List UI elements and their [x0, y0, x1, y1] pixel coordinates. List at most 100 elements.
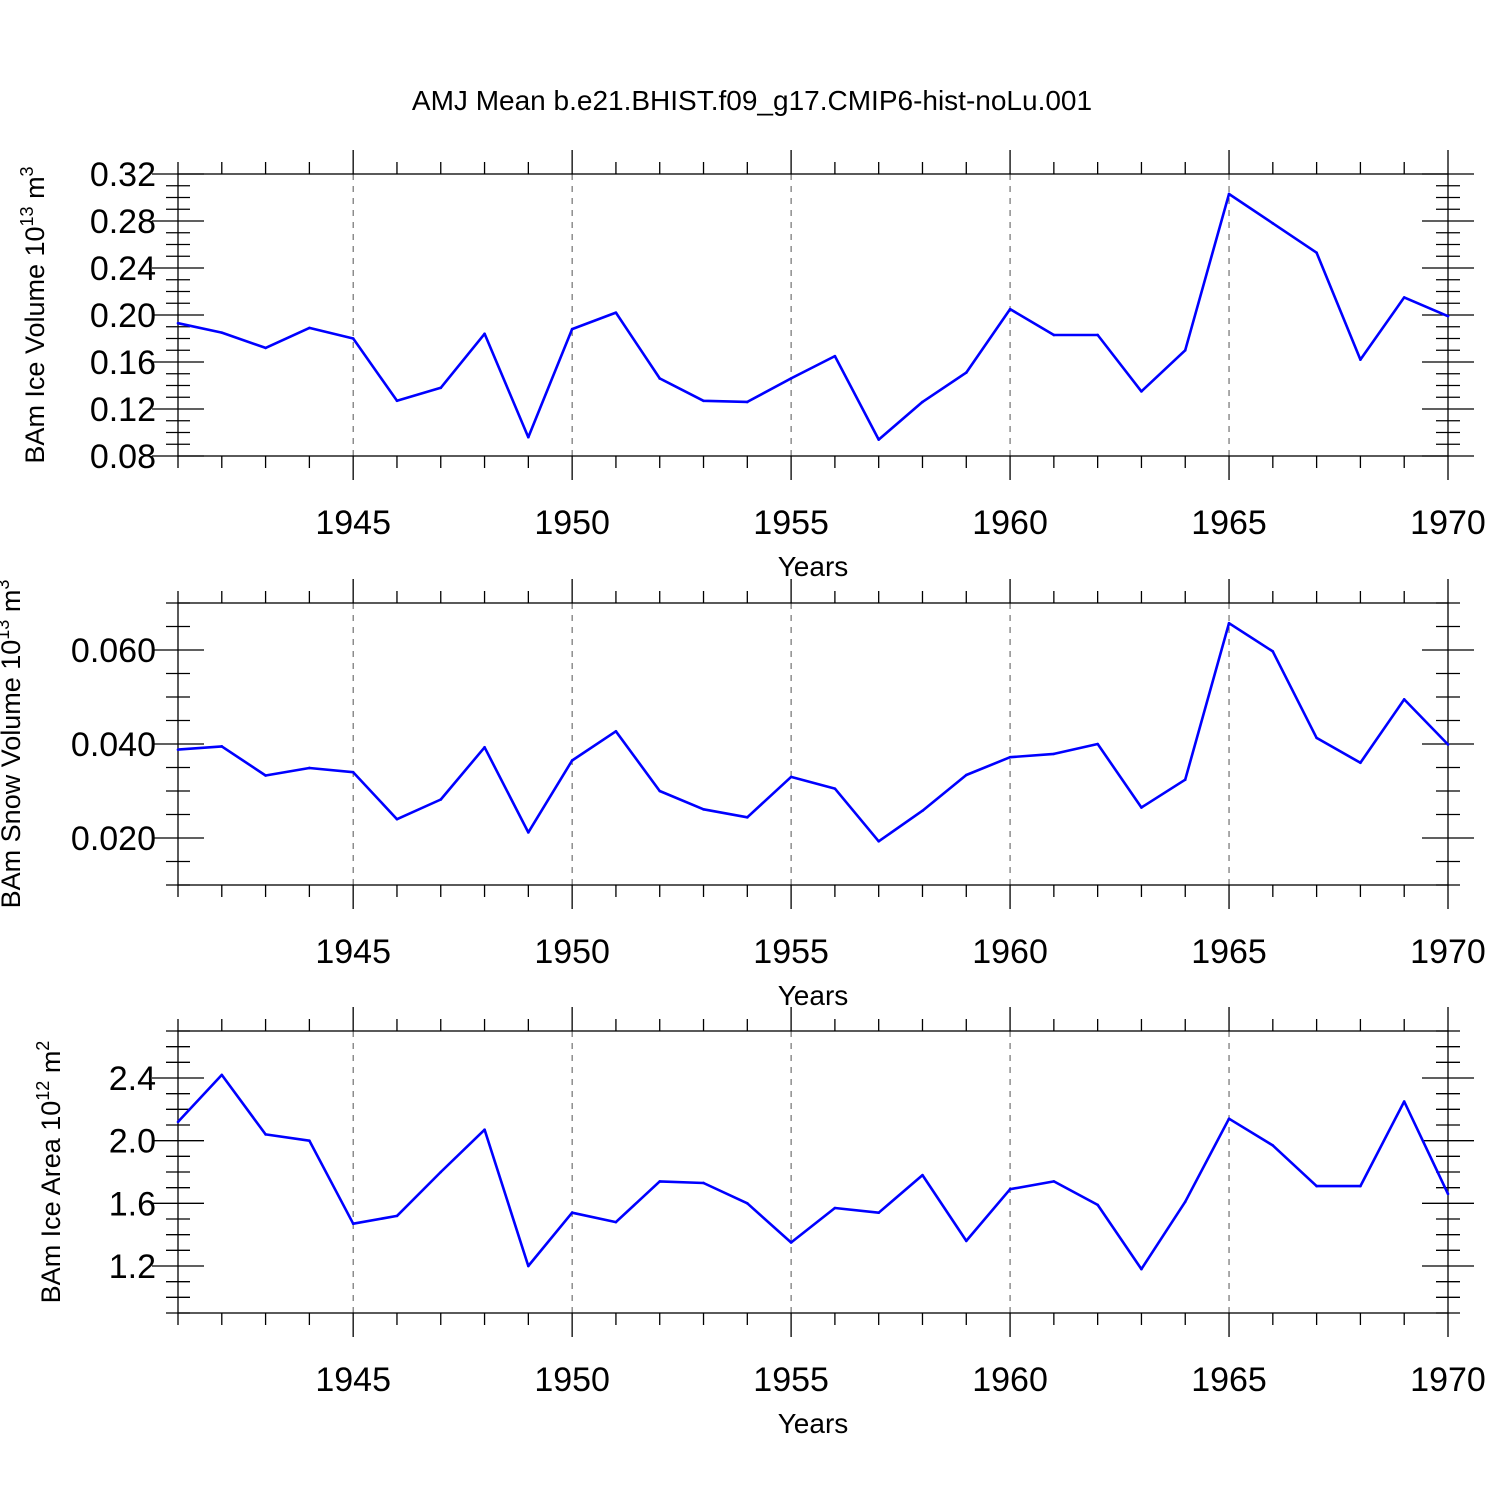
data-point: [527, 435, 530, 439]
data-point: [789, 377, 793, 380]
x-axis-label: Years: [778, 980, 849, 1011]
data-point: [921, 809, 924, 813]
data-point: [264, 1133, 267, 1136]
y-axis-label: BAm Ice Volume 1013 m3: [17, 166, 50, 463]
x-tick-label: 1970: [1410, 504, 1486, 542]
data-point: [789, 1241, 793, 1244]
y-tick-label: 0.28: [90, 203, 156, 241]
y-tick-label: 0.08: [90, 438, 156, 476]
data-point: [176, 321, 180, 325]
y-tick-label: 0.060: [71, 632, 156, 670]
data-point: [1227, 621, 1231, 625]
y-axis-label-exponent: 12: [33, 1081, 53, 1101]
y-axis-label-main: BAm Ice Area 10: [36, 1101, 66, 1304]
data-point: [1008, 1187, 1012, 1191]
data-point: [1096, 742, 1099, 746]
y-axis-label-exponent: 13: [0, 620, 13, 640]
data-point: [614, 730, 618, 733]
data-point: [877, 1211, 880, 1215]
data-point: [658, 377, 662, 380]
data-point: [176, 748, 180, 751]
x-tick-label: 1970: [1410, 933, 1486, 971]
data-point: [570, 327, 574, 331]
data-point: [1271, 650, 1275, 653]
data-point: [308, 766, 311, 770]
data-point: [964, 371, 968, 374]
y-tick-label: 2.0: [109, 1123, 156, 1161]
y-tick-label: 0.020: [71, 820, 156, 858]
y-tick-label: 1.6: [109, 1185, 156, 1223]
y-axis-label-unit-exponent: 2: [33, 1041, 53, 1051]
chart-title: AMJ Mean b.e21.BHIST.f09_g17.CMIP6-hist-…: [412, 85, 1092, 116]
x-tick-label: 1945: [315, 1361, 391, 1399]
data-point: [570, 1211, 574, 1215]
data-point: [308, 1139, 311, 1142]
data-point: [351, 770, 355, 774]
data-point: [1359, 358, 1362, 361]
data-point: [614, 311, 618, 314]
data-point: [264, 774, 267, 777]
y-axis-label-unit-exponent: 3: [0, 580, 13, 590]
data-point: [439, 386, 443, 390]
data-point: [264, 346, 267, 350]
y-tick-label: 0.32: [90, 156, 156, 194]
data-point: [702, 1181, 705, 1185]
x-tick-label: 1960: [972, 1361, 1048, 1399]
x-tick-label: 1945: [315, 504, 391, 542]
y-axis-label-unit: m: [36, 1051, 66, 1081]
data-point: [658, 789, 662, 793]
x-tick-label: 1960: [972, 504, 1048, 542]
y-tick-label: 0.24: [90, 250, 156, 288]
x-tick-label: 1950: [534, 1361, 610, 1399]
x-tick-label: 1950: [534, 933, 610, 971]
x-tick-label: 1970: [1410, 1361, 1486, 1399]
data-point: [702, 808, 705, 811]
data-point: [351, 337, 355, 340]
data-point: [1140, 390, 1143, 393]
data-point: [527, 1264, 530, 1268]
data-point: [789, 775, 793, 779]
data-point: [1271, 1144, 1275, 1147]
data-point: [964, 773, 968, 777]
data-point: [1052, 1180, 1056, 1183]
data-point: [483, 1128, 486, 1131]
data-point: [1402, 1100, 1406, 1103]
chart-panel-ice-area: 1945 1950 1955 1960 1965 1970 1.2 1.6 2.0 2.4 Year…: [33, 1007, 1486, 1439]
data-point: [1183, 348, 1187, 352]
data-point: [921, 1173, 924, 1177]
data-point: [351, 1222, 355, 1225]
y-axis-label-main: BAm Snow Volume 10: [0, 640, 26, 909]
series-line: [177, 621, 1449, 843]
x-tick-label: 1965: [1191, 933, 1267, 971]
data-point: [1227, 1117, 1231, 1121]
data-point: [439, 798, 443, 801]
data-point: [1359, 761, 1362, 765]
data-point: [308, 326, 311, 330]
y-tick-label: 0.040: [71, 726, 156, 764]
chart-panel-ice-volume: 1945 1950 1955 1960 1965 1970 0.08 0.12 0.16 0.20…: [17, 150, 1486, 582]
y-axis-label-main: BAm Ice Volume 10: [20, 226, 50, 463]
data-point: [570, 759, 574, 762]
data-point: [176, 1120, 180, 1124]
data-point: [1183, 1200, 1187, 1204]
data-point: [833, 787, 837, 790]
data-point: [395, 817, 399, 821]
data-point: [921, 400, 924, 404]
data-point: [746, 816, 749, 819]
data-point: [1359, 1184, 1362, 1188]
y-axis-label: BAm Snow Volume 1013 m3: [0, 580, 26, 909]
data-point: [1140, 1267, 1143, 1271]
data-point: [220, 331, 224, 334]
data-point: [395, 399, 399, 403]
y-axis-label-unit: m: [0, 590, 26, 620]
y-tick-label: 2.4: [109, 1060, 156, 1098]
x-tick-label: 1960: [972, 933, 1048, 971]
chart-panels: 1945 1950 1955 1960 1965 1970 0.08 0.12 0.16 0.20…: [0, 150, 1486, 1439]
y-axis-label-unit: m: [20, 176, 50, 206]
x-axis-label: Years: [778, 551, 849, 582]
data-point: [1315, 1184, 1318, 1188]
data-point: [483, 332, 486, 336]
data-point: [964, 1239, 968, 1243]
